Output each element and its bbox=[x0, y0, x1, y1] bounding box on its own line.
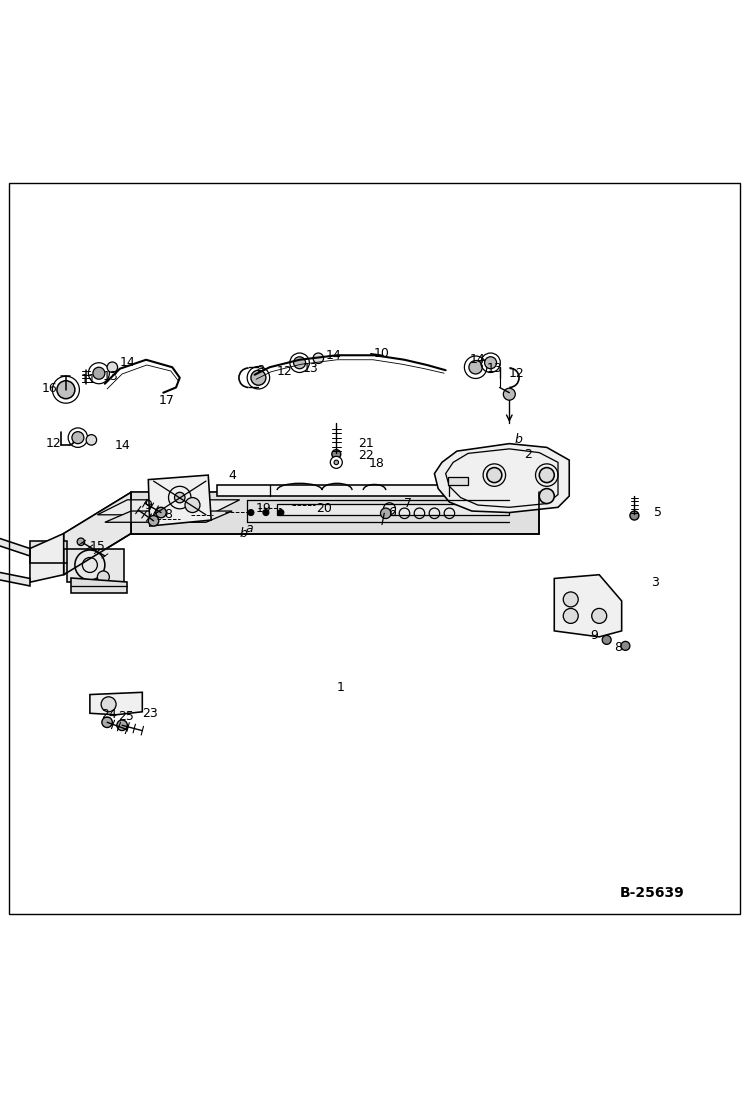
Text: 14: 14 bbox=[119, 357, 136, 370]
Circle shape bbox=[602, 635, 611, 644]
Text: a: a bbox=[246, 522, 253, 534]
Text: 23: 23 bbox=[142, 706, 158, 720]
Text: 8: 8 bbox=[164, 508, 172, 521]
Circle shape bbox=[539, 467, 554, 483]
Circle shape bbox=[117, 720, 127, 731]
Polygon shape bbox=[0, 570, 30, 586]
Circle shape bbox=[621, 642, 630, 651]
Text: 21: 21 bbox=[357, 437, 374, 450]
Circle shape bbox=[563, 609, 578, 623]
Text: 5: 5 bbox=[654, 506, 661, 519]
Text: B-25639: B-25639 bbox=[619, 886, 684, 900]
Circle shape bbox=[175, 493, 185, 502]
Polygon shape bbox=[64, 493, 131, 575]
Text: 13: 13 bbox=[103, 370, 119, 383]
Circle shape bbox=[248, 509, 254, 516]
Polygon shape bbox=[131, 493, 539, 533]
Circle shape bbox=[563, 592, 578, 607]
Text: 20: 20 bbox=[315, 502, 332, 516]
Polygon shape bbox=[71, 578, 127, 593]
Text: 15: 15 bbox=[89, 540, 106, 553]
Text: 10: 10 bbox=[374, 348, 390, 360]
Circle shape bbox=[469, 361, 482, 374]
Circle shape bbox=[72, 431, 84, 443]
Polygon shape bbox=[67, 548, 124, 583]
Text: 13: 13 bbox=[486, 362, 503, 375]
Text: 19: 19 bbox=[255, 502, 272, 516]
Circle shape bbox=[251, 371, 266, 385]
Polygon shape bbox=[105, 511, 232, 522]
Polygon shape bbox=[64, 493, 539, 533]
Circle shape bbox=[332, 450, 341, 459]
Text: 13: 13 bbox=[303, 362, 319, 375]
Circle shape bbox=[57, 381, 75, 398]
Circle shape bbox=[148, 516, 159, 527]
Text: 9: 9 bbox=[145, 498, 152, 511]
Text: 4: 4 bbox=[228, 468, 236, 482]
Text: 3: 3 bbox=[652, 576, 659, 589]
Polygon shape bbox=[277, 504, 509, 514]
Text: 12: 12 bbox=[276, 365, 293, 378]
Text: 12: 12 bbox=[509, 366, 525, 380]
Text: 25: 25 bbox=[118, 710, 134, 723]
Circle shape bbox=[294, 357, 306, 369]
Polygon shape bbox=[148, 475, 211, 527]
Circle shape bbox=[330, 456, 342, 468]
Circle shape bbox=[487, 467, 502, 483]
Text: 6: 6 bbox=[388, 506, 395, 519]
Text: a: a bbox=[257, 362, 264, 375]
Polygon shape bbox=[97, 500, 240, 514]
Text: 16: 16 bbox=[41, 382, 58, 395]
Text: 2: 2 bbox=[524, 449, 532, 462]
Circle shape bbox=[101, 697, 116, 712]
Circle shape bbox=[630, 511, 639, 520]
Circle shape bbox=[592, 609, 607, 623]
Text: 14: 14 bbox=[114, 439, 130, 452]
Text: b: b bbox=[515, 433, 522, 446]
Polygon shape bbox=[217, 485, 494, 496]
Circle shape bbox=[485, 357, 497, 369]
Circle shape bbox=[93, 367, 105, 380]
Polygon shape bbox=[0, 538, 30, 556]
Text: 14: 14 bbox=[470, 353, 486, 366]
Text: 14: 14 bbox=[325, 349, 342, 362]
Text: 11: 11 bbox=[80, 373, 97, 386]
Polygon shape bbox=[554, 575, 622, 637]
Text: 18: 18 bbox=[369, 457, 385, 471]
Polygon shape bbox=[90, 692, 142, 715]
Circle shape bbox=[86, 434, 97, 445]
Circle shape bbox=[102, 717, 112, 727]
Circle shape bbox=[156, 507, 166, 518]
Text: 17: 17 bbox=[158, 394, 175, 407]
Polygon shape bbox=[30, 533, 64, 583]
Polygon shape bbox=[434, 443, 569, 512]
Text: 7: 7 bbox=[404, 497, 412, 510]
Circle shape bbox=[313, 353, 324, 363]
Circle shape bbox=[263, 509, 269, 516]
Text: 22: 22 bbox=[357, 449, 374, 462]
Circle shape bbox=[503, 388, 515, 400]
Circle shape bbox=[107, 362, 118, 373]
Circle shape bbox=[539, 488, 554, 504]
Polygon shape bbox=[30, 541, 67, 548]
Polygon shape bbox=[448, 477, 468, 485]
Text: 8: 8 bbox=[614, 641, 622, 654]
Circle shape bbox=[77, 538, 85, 545]
Text: 1: 1 bbox=[337, 680, 345, 693]
Circle shape bbox=[380, 508, 391, 519]
Circle shape bbox=[278, 509, 284, 516]
Text: b: b bbox=[240, 527, 247, 540]
Text: 9: 9 bbox=[590, 629, 598, 642]
Text: 24: 24 bbox=[100, 709, 117, 722]
Circle shape bbox=[97, 570, 109, 583]
Text: 12: 12 bbox=[46, 437, 62, 450]
Circle shape bbox=[185, 498, 200, 512]
Circle shape bbox=[334, 460, 339, 465]
